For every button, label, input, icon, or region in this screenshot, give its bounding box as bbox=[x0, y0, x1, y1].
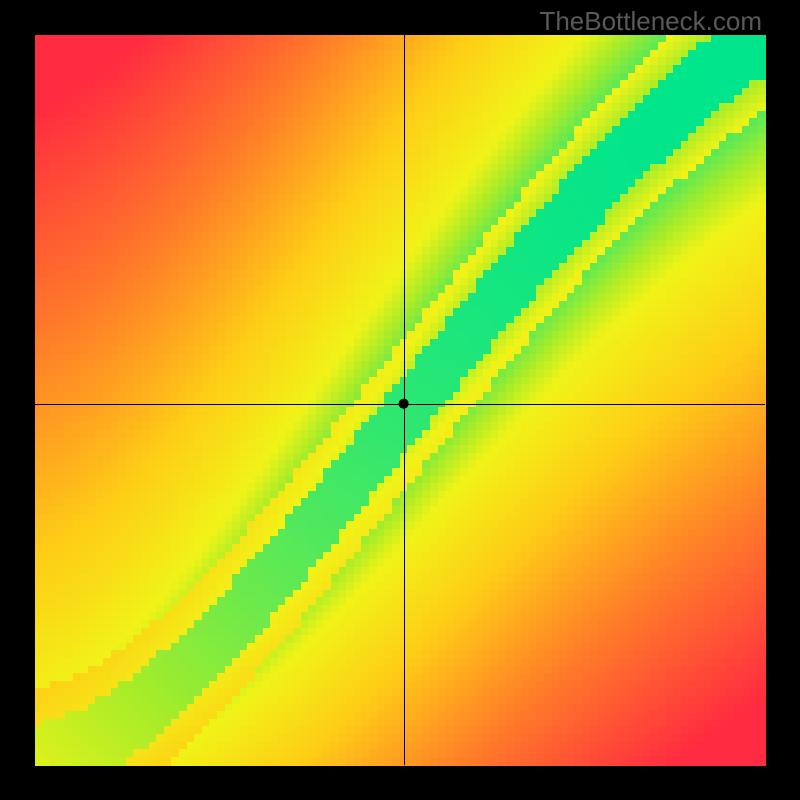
watermark-text: TheBottleneck.com bbox=[539, 6, 762, 37]
chart-container: TheBottleneck.com bbox=[0, 0, 800, 800]
bottleneck-heatmap bbox=[0, 0, 800, 800]
